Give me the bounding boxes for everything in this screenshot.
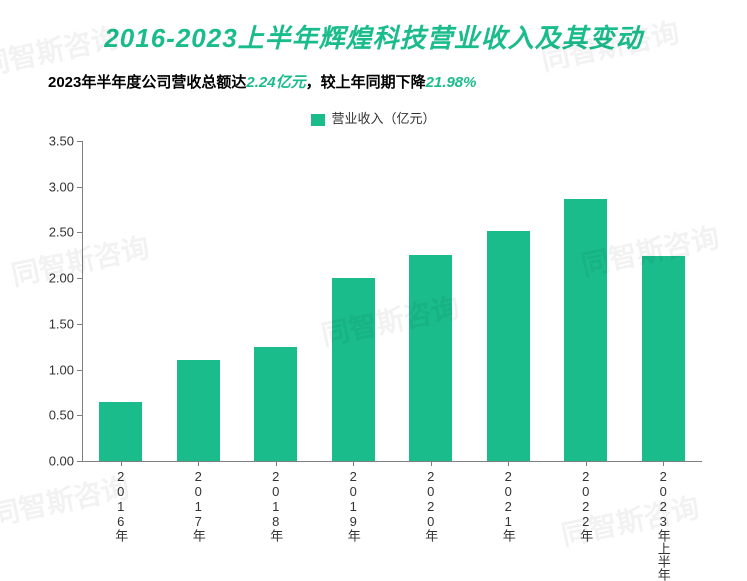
y-tick-label: 1.00 (24, 362, 74, 377)
subtitle-value-2: 21.98% (426, 74, 477, 91)
y-tick-label: 3.50 (24, 134, 74, 149)
legend-label: 营业收入（亿元） (331, 111, 435, 126)
bar (409, 255, 452, 461)
x-tick-mark (353, 461, 354, 466)
y-tick-mark (77, 324, 82, 325)
bar (332, 278, 375, 461)
x-tick-label: 2023年上半年 (654, 469, 673, 581)
bar (487, 231, 530, 461)
x-tick-label: 2017年 (189, 469, 208, 542)
y-tick-label: 2.00 (24, 271, 74, 286)
y-tick-mark (77, 187, 82, 188)
x-tick-mark (276, 461, 277, 466)
legend-swatch-icon (311, 114, 325, 126)
y-tick-mark (77, 415, 82, 416)
x-tick-mark (431, 461, 432, 466)
y-tick-mark (77, 141, 82, 142)
x-tick-label: 2018年 (266, 469, 285, 542)
x-tick-label: 2022年 (576, 469, 595, 542)
y-tick-label: 2.50 (24, 225, 74, 240)
y-tick-label: 1.50 (24, 316, 74, 331)
y-tick-mark (77, 370, 82, 371)
bar (99, 402, 142, 461)
y-tick-mark (77, 232, 82, 233)
bar (177, 360, 220, 461)
x-tick-mark (121, 461, 122, 466)
y-tick-label: 0.50 (24, 408, 74, 423)
y-tick-label: 0.00 (24, 454, 74, 469)
x-tick-label: 2016年 (111, 469, 130, 542)
y-tick-mark (77, 461, 82, 462)
x-tick-mark (586, 461, 587, 466)
x-tick-label: 2019年 (344, 469, 363, 542)
subtitle-prefix: 2023年半年度公司营收总额达 (48, 74, 246, 91)
x-tick-mark (663, 461, 664, 466)
x-axis-line (82, 461, 702, 462)
bar (254, 347, 297, 461)
chart-subtitle: 2023年半年度公司营收总额达2.24亿元，较上年同期下降21.98% (0, 63, 747, 102)
subtitle-mid: ，较上年同期下降 (306, 74, 426, 91)
chart-area: 0.00 0.50 1.00 1.50 2.00 2.50 3.00 3.50 2016年 20… (24, 131, 724, 551)
subtitle-value-1: 2.24亿元 (246, 74, 305, 91)
bar (564, 199, 607, 461)
bar (642, 256, 685, 461)
x-tick-mark (198, 461, 199, 466)
chart-legend: 营业收入（亿元） (0, 102, 747, 131)
x-tick-label: 2020年 (421, 469, 440, 542)
chart-title: 2016-2023上半年辉煌科技营业收入及其变动 (0, 0, 747, 63)
y-tick-label: 3.00 (24, 179, 74, 194)
x-tick-mark (508, 461, 509, 466)
x-tick-label: 2021年 (499, 469, 518, 542)
y-tick-mark (77, 278, 82, 279)
plot-area (82, 141, 702, 461)
